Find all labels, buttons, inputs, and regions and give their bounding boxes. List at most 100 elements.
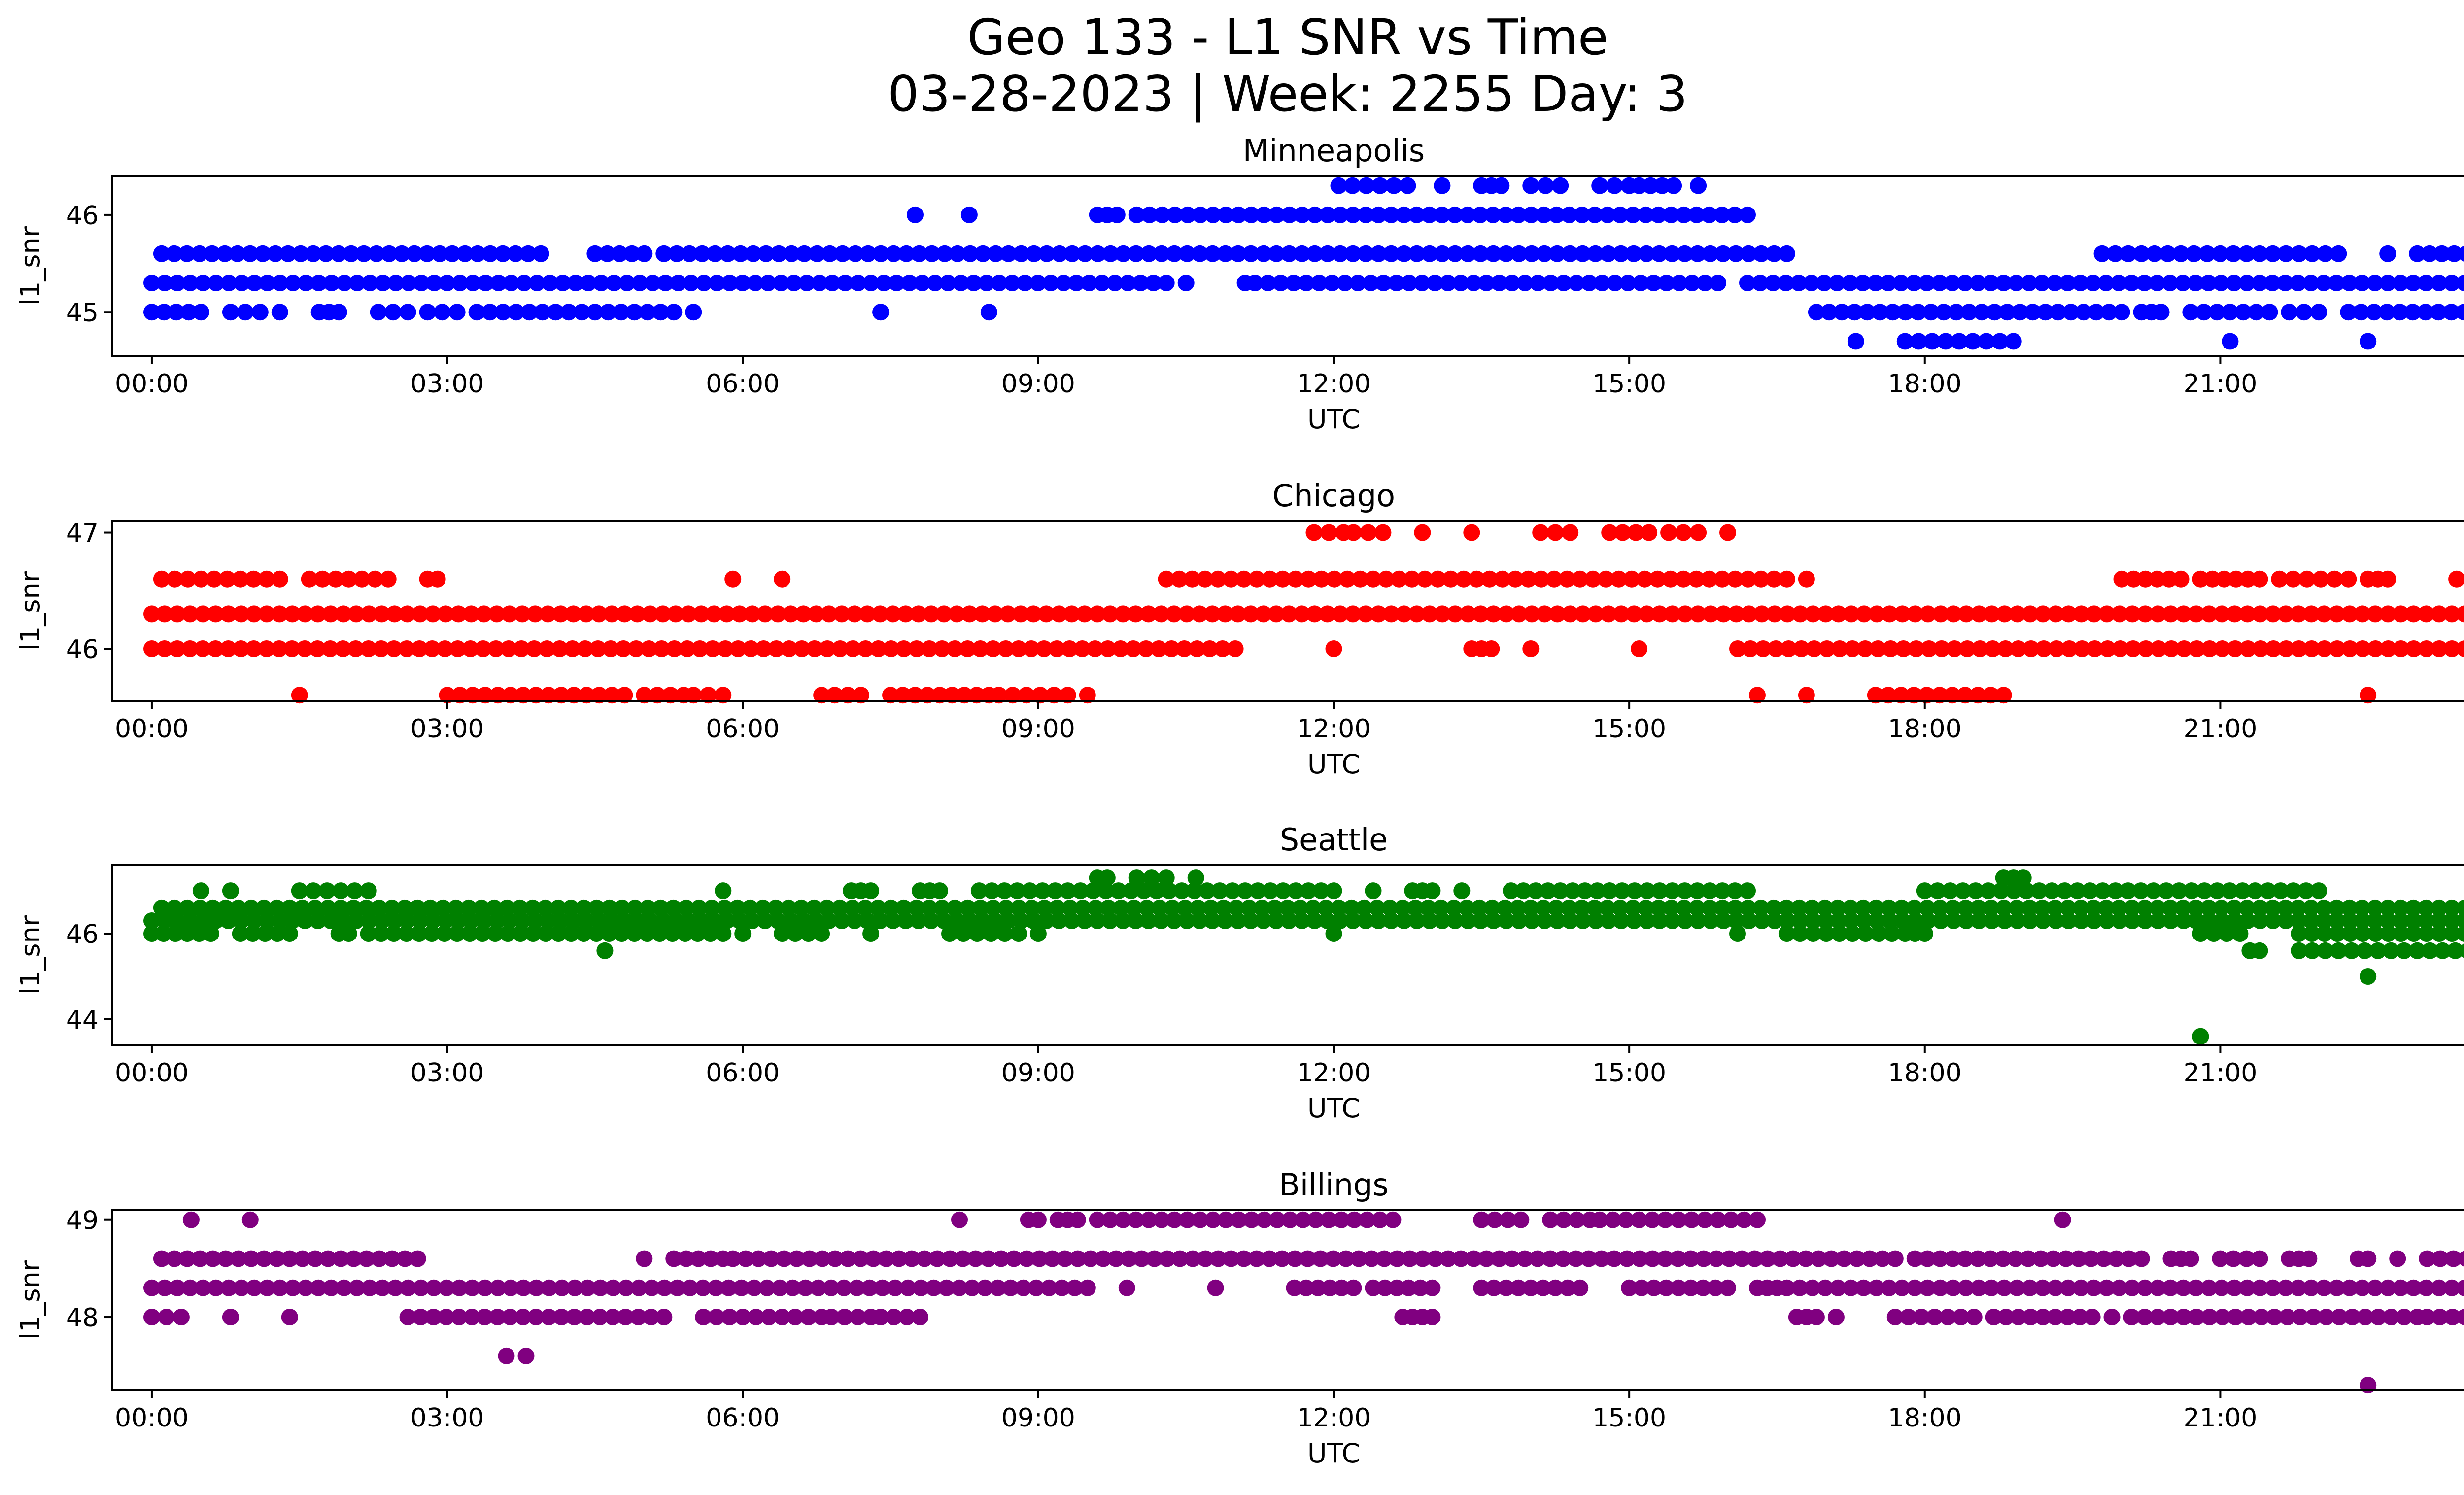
data-point [1542,1211,1559,1228]
data-point [613,925,630,942]
data-point [2222,333,2239,350]
data-point [500,640,517,657]
data-point [258,640,275,657]
data-point [750,1250,767,1267]
data-point [424,912,442,929]
data-point [1766,605,1783,623]
data-point [2175,605,2192,623]
data-point [305,245,322,262]
data-point [1932,912,1950,929]
data-point [1230,245,1247,262]
data-point [2034,912,2052,929]
data-point [702,1250,719,1267]
data-point [2008,899,2025,916]
data-point [156,275,173,291]
data-point [2369,942,2387,959]
data-point [451,687,469,704]
data-point [2192,1028,2209,1045]
data-point [959,899,976,916]
data-point [1128,1211,1144,1228]
data-point [1446,245,1464,262]
data-point [613,304,630,321]
data-point [578,687,595,704]
data-point [1959,640,1976,657]
data-point [1733,1250,1750,1267]
x-tick-label: 09:00 [1001,1403,1075,1433]
data-point [2204,570,2221,588]
data-point [2024,304,2041,321]
data-point [747,1309,764,1325]
data-point [2048,640,2065,657]
data-point [831,640,849,657]
data-point [2059,1309,2076,1325]
data-point [1082,1250,1099,1267]
y-tick-label: 48 [66,1303,99,1333]
data-point [1493,177,1510,194]
data-point [1980,882,1997,900]
data-point [1330,177,1347,194]
data-point [1995,687,2012,704]
data-point [664,925,681,942]
data-point [411,912,429,929]
data-point [439,275,456,291]
data-point [680,605,697,623]
data-point [1842,899,1859,916]
data-point [2302,1279,2320,1296]
data-point [1370,912,1387,929]
data-point [2200,912,2218,929]
data-point [245,640,262,657]
data-point [1601,524,1618,541]
data-point [1880,687,1897,704]
data-point [1895,640,1912,657]
data-point [1268,1211,1286,1228]
data-point [1365,882,1382,900]
data-point [872,912,889,929]
data-point [1015,1279,1032,1296]
data-point [1749,1211,1766,1228]
data-point [2124,640,2142,657]
data-point [861,1279,878,1296]
data-point [2354,912,2371,929]
data-point [721,1309,738,1325]
data-point [437,912,454,929]
data-point [242,1250,260,1267]
data-point [1306,605,1323,623]
data-point [1631,640,1648,657]
data-point [1984,640,2001,657]
data-point [284,1279,302,1296]
data-point [2192,925,2209,942]
data-point [948,912,965,929]
data-point [1481,570,1498,588]
data-point [489,1309,506,1325]
data-point [2418,605,2435,623]
data-point [1587,912,1605,929]
data-point [715,925,732,942]
data-point [1012,605,1029,623]
panel-title: Seattle [1280,822,1388,858]
data-point [2392,275,2409,291]
data-point [1529,275,1546,291]
data-point [1499,1211,1516,1228]
data-point [194,912,211,929]
data-point [1459,245,1476,262]
data-point [1510,245,1528,262]
data-point [1281,1211,1299,1228]
data-point [1119,275,1136,291]
data-point [1420,899,1437,916]
data-point [1611,206,1629,223]
data-point [1383,206,1400,223]
data-point [399,912,416,929]
data-point [1235,570,1253,588]
data-point [1702,605,1719,623]
data-point [1561,206,1578,223]
data-point [1804,605,1821,623]
data-point [1791,925,1809,942]
data-point [2353,304,2370,321]
data-point [1400,1279,1417,1296]
data-point [1018,1250,1035,1267]
data-point [681,245,698,262]
data-point [1159,1250,1176,1267]
data-point [1401,275,1418,291]
data-point [2261,304,2278,321]
